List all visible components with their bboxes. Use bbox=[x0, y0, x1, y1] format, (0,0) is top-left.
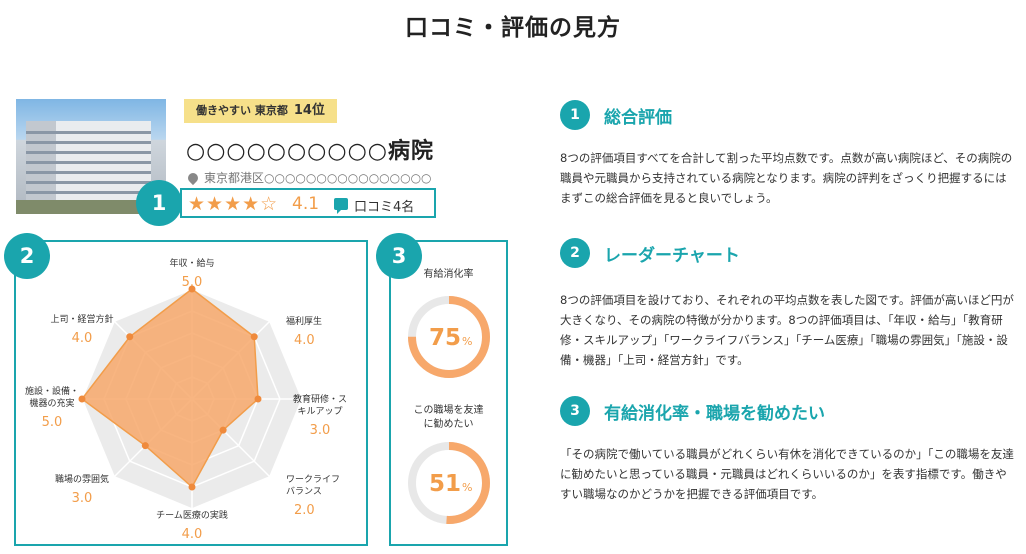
radar-point bbox=[188, 285, 196, 293]
radar-value-label: 5.0 bbox=[42, 415, 63, 430]
address-text: 東京都港区○○○○○○○○○○○○○○○○ bbox=[204, 171, 432, 185]
radar-axis-label: バランス bbox=[286, 486, 322, 497]
hospital-photo bbox=[16, 99, 166, 214]
hospital-address: 東京都港区○○○○○○○○○○○○○○○○ bbox=[185, 169, 432, 186]
marker-2: 2 bbox=[4, 233, 50, 279]
hospital-name[interactable]: ○○○○○○○○○○病院 bbox=[186, 139, 434, 164]
radar-axis-label: ワークライフ bbox=[286, 474, 340, 485]
page-title: 口コミ・評価の見方 bbox=[405, 15, 621, 41]
gauge-unit: % bbox=[462, 481, 472, 494]
radar-point bbox=[188, 483, 196, 491]
radar-axis-label: 教育研修・ス bbox=[293, 393, 347, 405]
rank-label: 働きやすい 東京都 bbox=[196, 104, 288, 117]
marker-3: 3 bbox=[376, 233, 422, 279]
section-2-number: 2 bbox=[560, 238, 590, 268]
gauge-fill bbox=[408, 442, 490, 524]
radar-point bbox=[141, 442, 149, 450]
radar-chart: 年収・給与 5.0 福利厚生 4.0 教育研修・スキルアップ 3.0 ワークライフバランス 2… bbox=[25, 257, 347, 542]
marker-1: 1 bbox=[136, 180, 182, 226]
gauge-fill bbox=[408, 296, 490, 378]
radar-value-label: 4.0 bbox=[72, 331, 93, 346]
radar-axis-label: 年収・給与 bbox=[169, 257, 214, 269]
rating-highlight: ★★★★☆ 4.1 口コミ4名 bbox=[180, 188, 436, 218]
radar-axis-label: 福利厚生 bbox=[286, 315, 322, 327]
gauge-label-paid-leave: 有給消化率 bbox=[423, 269, 474, 280]
radar-value-label: 4.0 bbox=[294, 333, 315, 348]
gauge-value: 75 bbox=[429, 325, 461, 351]
radar-value-label: 2.0 bbox=[294, 503, 315, 518]
radar-point bbox=[78, 395, 86, 403]
rank-value: 14位 bbox=[293, 103, 325, 118]
radar-point bbox=[254, 395, 262, 403]
radar-chart-box: 年収・給与 5.0 福利厚生 4.0 教育研修・ス キルアップ 3.0 ワークライフ バランス 2… bbox=[14, 240, 368, 546]
radar-value-label: 5.0 bbox=[182, 275, 203, 290]
paid-leave-gauge: 75% bbox=[408, 296, 490, 378]
radar-value-label: 3.0 bbox=[72, 491, 93, 506]
radar-axis-label: 施設・設備・ bbox=[25, 385, 79, 397]
radar-axis-label: 職場の雰囲気 bbox=[55, 473, 109, 485]
radar-point bbox=[250, 333, 258, 341]
radar-point bbox=[126, 333, 134, 341]
section-3-number: 3 bbox=[560, 396, 590, 426]
location-pin-icon bbox=[185, 170, 201, 186]
comment-icon bbox=[334, 198, 348, 214]
radar-point bbox=[219, 426, 227, 434]
radar-axis-label: 機器の充実 bbox=[29, 397, 74, 409]
section-1-title: 総合評価 bbox=[604, 108, 672, 128]
radar-value-label: 3.0 bbox=[310, 423, 331, 438]
gauge-label-recommend: この職場を友達に勧めたい bbox=[413, 405, 484, 430]
radar-axis-label: 上司・経営方針 bbox=[50, 313, 113, 325]
section-1-number: 1 bbox=[560, 100, 590, 130]
radar-axis-label: キルアップ bbox=[297, 406, 342, 417]
review-count[interactable]: 口コミ4名 bbox=[354, 200, 415, 215]
radar-axis-label: チーム医療の実践 bbox=[156, 509, 228, 521]
radar-value-label: 4.0 bbox=[182, 527, 203, 542]
gauge-unit: % bbox=[462, 335, 472, 348]
recommend-gauge: 51% bbox=[408, 442, 490, 524]
section-2-body: 8つの評価項目を設けており、それぞれの平均点数を表した図です。評価が高いほど円が… bbox=[560, 293, 1014, 367]
gauge-box: 有給消化率 75% この職場を友達に勧めたい 51% bbox=[389, 240, 508, 546]
gauge-value: 51 bbox=[429, 471, 461, 497]
section-2-title: レーダーチャート bbox=[604, 246, 740, 266]
section-1-body: 8つの評価項目すべてを合計して割った平均点数です。点数が高い病院ほど、その病院の… bbox=[560, 151, 1013, 205]
section-3-title: 有給消化率・職場を勧めたい bbox=[604, 404, 825, 424]
rating-stars: ★★★★☆ bbox=[188, 193, 279, 215]
rank-badge: 働きやすい 東京都 14位 bbox=[184, 99, 337, 123]
section-3-body: 「その病院で働いている職員がどれくらい有休を消化できているのか」「この職場を友達… bbox=[560, 447, 1014, 501]
rating-value: 4.1 bbox=[292, 194, 320, 214]
